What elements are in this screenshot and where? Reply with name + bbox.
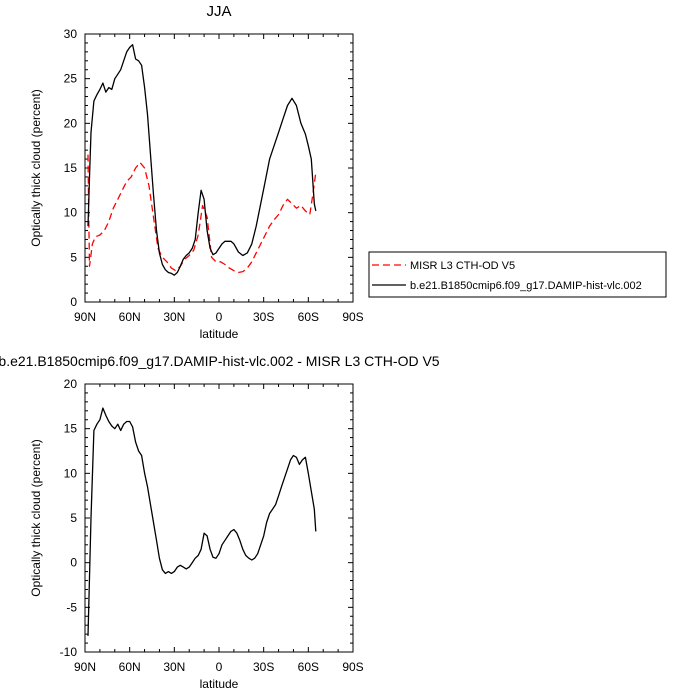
x-tick-label: 90N — [74, 660, 96, 674]
y-tick-label: 5 — [70, 511, 77, 525]
x-tick-label: 30N — [163, 660, 185, 674]
y-tick-label: 25 — [64, 72, 78, 86]
y-tick-label: 15 — [64, 161, 78, 175]
legend-box — [368, 251, 667, 298]
y-axis-label: Optically thick cloud (percent) — [29, 89, 43, 246]
y-tick-label: -5 — [66, 600, 77, 614]
y-tick-label: 0 — [70, 295, 77, 309]
series-line-2 — [87, 44, 317, 276]
x-tick-label: 90N — [74, 310, 96, 324]
y-tick-label: 20 — [64, 377, 78, 391]
x-tick-label: 60S — [298, 660, 319, 674]
x-tick-label: 30S — [253, 310, 274, 324]
y-tick-label: -10 — [60, 645, 78, 659]
x-tick-label: 0 — [216, 310, 223, 324]
y-tick-label: 10 — [64, 466, 78, 480]
x-axis-label: latitude — [200, 677, 239, 691]
y-tick-label: 20 — [64, 116, 78, 130]
y-tick-label: 10 — [64, 206, 78, 220]
legend-label: MISR L3 CTH-OD V5 — [410, 260, 515, 272]
y-tick-label: 0 — [70, 556, 77, 570]
panel-2: 90N 60N 30N 0 30S 60S 90S -10 -5 0 5 10 15 20 latitude… — [0, 353, 440, 691]
y-tick-label: 15 — [64, 422, 78, 436]
x-tick-label: 90S — [342, 660, 363, 674]
y-tick-label: 30 — [64, 27, 78, 41]
chart-title: JJA — [206, 3, 231, 20]
panel-1: 90N 60N 30N 0 30S 60S 90S 0 5 10 15 20 25 30 latitude O… — [29, 3, 667, 341]
chart-title: b.e21.B1850cmip6.f09_g17.DAMIP-hist-vlc.… — [0, 353, 440, 369]
plot-frame — [84, 33, 354, 303]
x-axis-label: latitude — [200, 327, 239, 341]
x-tick-label: 60N — [119, 310, 141, 324]
series-line-1 — [87, 407, 317, 636]
y-axis-label: Optically thick cloud (percent) — [29, 439, 43, 596]
x-tick-label: 60N — [119, 660, 141, 674]
x-tick-label: 30N — [163, 310, 185, 324]
x-tick-label: 90S — [342, 310, 363, 324]
plot-frame — [84, 383, 354, 653]
series-line-1 — [87, 154, 317, 274]
x-tick-label: 0 — [216, 660, 223, 674]
x-tick-label: 30S — [253, 660, 274, 674]
y-tick-label: 5 — [70, 250, 77, 264]
legend: MISR L3 CTH-OD V5 b.e21.B1850cmip6.f09_g1… — [368, 251, 667, 298]
x-tick-label: 60S — [298, 310, 319, 324]
legend-label: b.e21.B1850cmip6.f09_g17.DAMIP-hist-vlc.… — [410, 280, 642, 292]
